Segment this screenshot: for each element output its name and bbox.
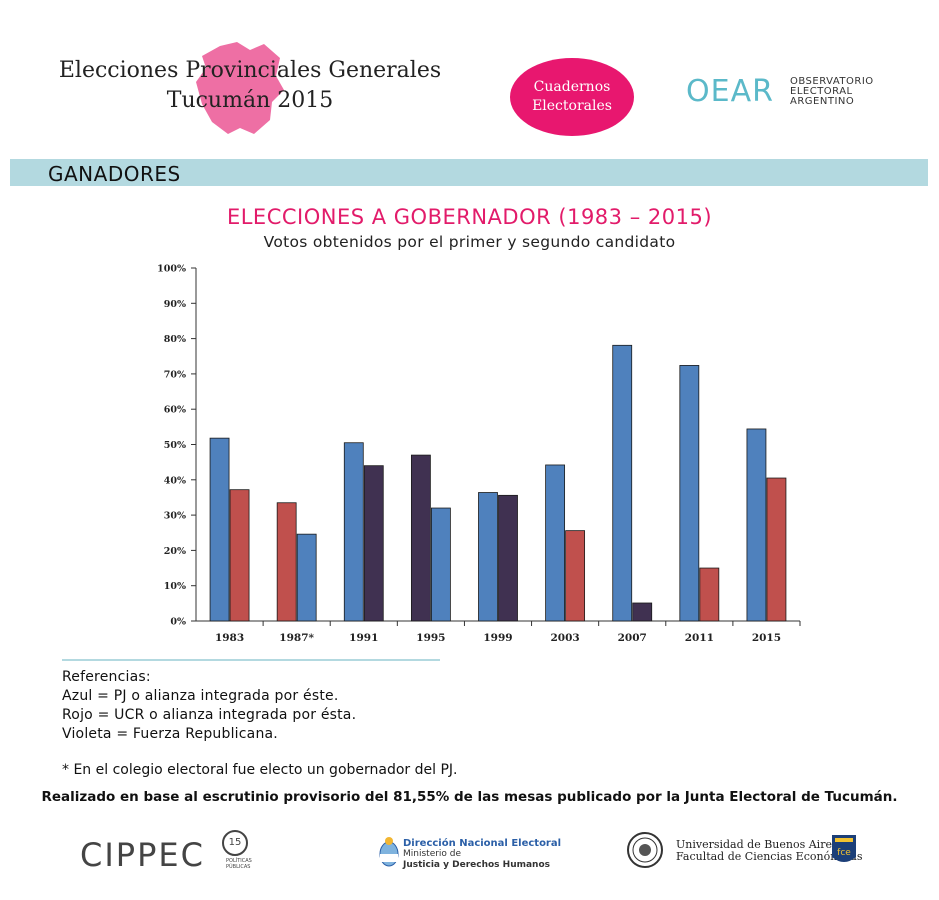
uba-line2: Facultad de Ciencias Económicas	[676, 850, 863, 863]
reference-azul: Azul = PJ o alianza integrada por éste.	[62, 688, 339, 704]
bar-2011-segundo	[699, 567, 720, 622]
y-tick-label: 70%	[164, 369, 186, 380]
labels-layer: 0% 10% 20% 30% 40% 50% 60% 70% 80% 90% 100% 1983 198…	[157, 264, 781, 645]
bar-1999-segundo	[498, 494, 518, 622]
oear-line2: ELECTORAL	[790, 86, 853, 97]
reference-rojo: Rojo = UCR o alianza integrada por ésta.	[62, 707, 357, 723]
x-tick-label: 2003	[550, 632, 579, 644]
bars-layer	[209, 344, 787, 622]
oear-mark: OEAR	[686, 74, 774, 109]
oear-text: OBSERVATORIO ELECTORAL ARGENTINO	[790, 77, 874, 107]
cippec-subtitle: POLÍTICAS PÚBLICAS	[226, 858, 252, 870]
badge-line2: Electorales	[532, 98, 612, 114]
bar-1987-segundo	[296, 533, 317, 622]
oear-line1: OBSERVATORIO	[790, 76, 874, 87]
x-tick-label: 2011	[685, 632, 714, 644]
tucuman-map-icon	[196, 42, 284, 134]
bar-2011-primero	[679, 365, 700, 622]
x-tick-label: 1995	[416, 632, 445, 644]
header-title: Elecciones Provinciales Generales Tucumá…	[40, 56, 460, 116]
y-tick-label: 100%	[157, 264, 186, 275]
x-tick-label: 1991	[349, 632, 378, 644]
header-title-line1: Elecciones Provinciales Generales	[58, 58, 442, 83]
chart-title: ELECCIONES A GOBERNADOR (1983 – 2015)	[226, 205, 713, 229]
bar-2003-primero	[545, 464, 566, 622]
cippec-logo: CIPPEC	[80, 836, 205, 874]
y-tick-label: 10%	[164, 581, 186, 592]
bar-1991-segundo	[363, 465, 384, 622]
bar-2007-primero	[612, 344, 633, 622]
badge-line1: Cuadernos	[533, 79, 611, 95]
bar-1999-primero	[478, 492, 498, 622]
bar-1983-primero	[209, 437, 230, 622]
bar-chart: 0% 10% 20% 30% 40% 50% 60% 70% 80% 90% 100% 1983 198…	[157, 264, 801, 645]
y-tick-label: 50%	[164, 440, 186, 451]
cuadernos-electorales-badge: Cuadernos Electorales	[510, 58, 634, 136]
dne-line2: Justicia y Derechos Humanos	[403, 860, 550, 870]
x-tick-label: 2015	[752, 632, 781, 644]
cippec-sub2: PÚBLICAS	[226, 864, 251, 870]
chart-subtitle: Votos obtenidos por el primer y segundo …	[263, 233, 676, 251]
references-divider	[62, 659, 440, 661]
y-tick-label: 40%	[164, 475, 186, 486]
header-title-line2: Tucumán 2015	[166, 88, 334, 113]
oear-logo: OEAR OBSERVATORIO ELECTORAL ARGENTINO	[686, 72, 886, 112]
y-tick-label: 20%	[164, 546, 186, 557]
bar-1983-segundo	[229, 489, 250, 622]
bar-2007-segundo	[632, 602, 653, 622]
bar-2015-segundo	[766, 477, 787, 622]
source-note: Realizado en base al escrutinio provisor…	[41, 789, 898, 805]
cippec-15-badge: 15	[222, 830, 248, 856]
x-tick-label: 1987*	[279, 632, 314, 644]
reference-violeta: Violeta = Fuerza Republicana.	[62, 726, 278, 742]
footnote: * En el colegio electoral fue electo un …	[62, 762, 458, 778]
y-tick-label: 30%	[164, 511, 186, 522]
section-band	[10, 159, 928, 186]
references-heading: Referencias:	[62, 669, 151, 685]
y-tick-label: 80%	[164, 334, 186, 345]
cippec-sub1: POLÍTICAS	[226, 858, 252, 864]
x-tick-label: 1983	[215, 632, 244, 644]
dne-logo-text: Dirección Nacional Electoral Ministerio …	[403, 838, 561, 871]
bar-1987-primero	[276, 502, 297, 622]
x-tick-label: 2007	[618, 632, 647, 644]
dne-title: Dirección Nacional Electoral	[403, 838, 562, 849]
y-tick-label: 0%	[170, 617, 186, 628]
argentina-crest-icon	[379, 837, 399, 867]
y-tick-label: 90%	[164, 299, 186, 310]
axes-layer	[191, 267, 801, 626]
bar-2003-segundo	[565, 530, 586, 622]
x-tick-label: 1999	[483, 632, 512, 644]
section-label: GANADORES	[48, 162, 181, 186]
dne-line1: Ministerio de	[403, 849, 462, 859]
fce-logo-icon: fce	[832, 835, 856, 862]
bar-1995-primero	[410, 454, 431, 622]
oear-line3: ARGENTINO	[790, 96, 855, 107]
bar-1995-segundo	[430, 507, 451, 622]
uba-seal-icon	[627, 832, 663, 868]
fce-label: fce	[837, 848, 851, 858]
uba-line1: Universidad de Buenos Aires	[676, 838, 838, 851]
bar-1991-primero	[343, 442, 364, 622]
bar-2015-primero	[746, 428, 767, 622]
uba-logo-text: Universidad de Buenos Aires Facultad de …	[676, 839, 863, 863]
y-tick-label: 60%	[164, 405, 186, 416]
